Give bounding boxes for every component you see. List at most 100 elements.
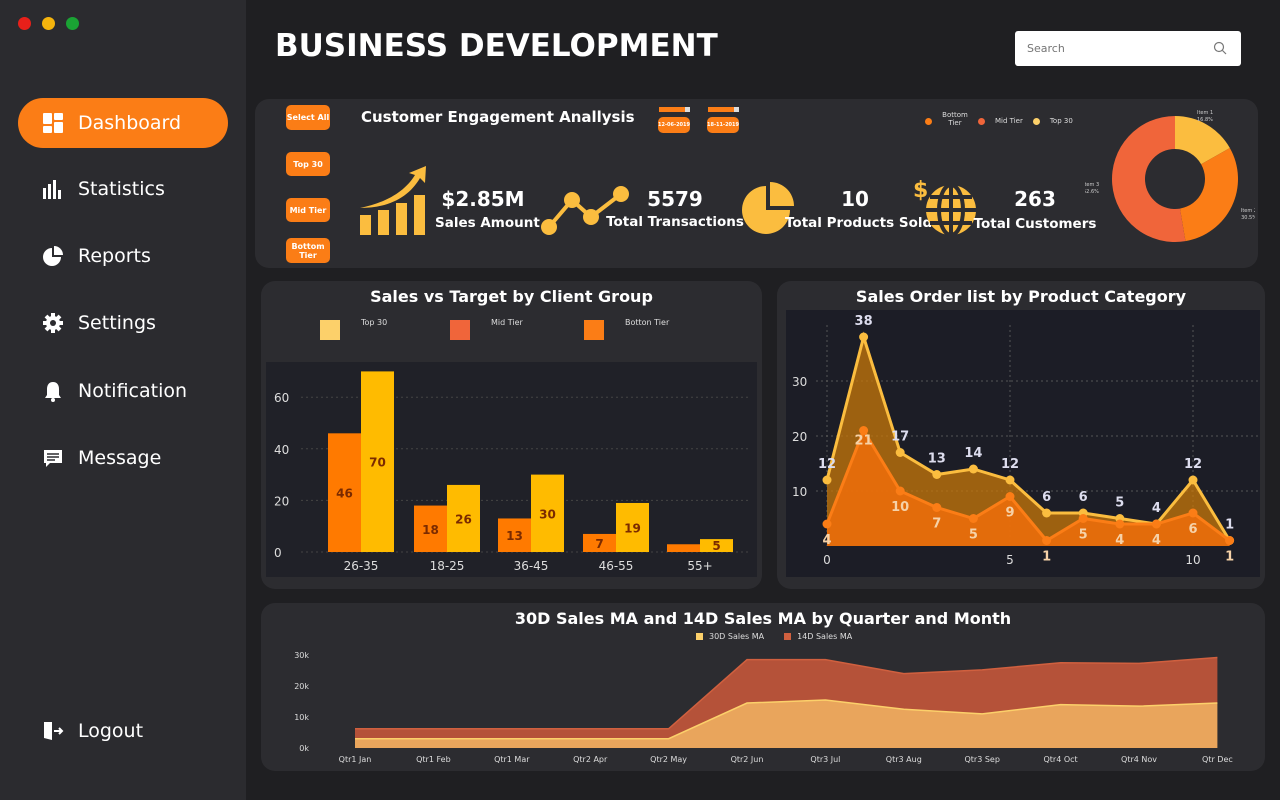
- end-date-slider[interactable]: [708, 107, 739, 112]
- bar-value-label: 18: [422, 523, 439, 537]
- data-label: 4: [1115, 533, 1124, 548]
- sidebar-item-dashboard[interactable]: Dashboard: [18, 98, 228, 148]
- x-tick-label: 18-25: [430, 559, 465, 573]
- slice-percent: 30.5%: [1241, 215, 1255, 221]
- data-point: [1188, 508, 1198, 518]
- bar-value-label: 7: [595, 537, 603, 551]
- svg-text:$: $: [913, 178, 928, 203]
- data-label: 14: [964, 446, 982, 461]
- slice-label: Item 2: [1241, 208, 1255, 214]
- sales-order-panel: Sales Order list by Product Category 10 2…: [777, 281, 1265, 589]
- bar: [583, 533, 616, 552]
- x-tick-label: Qtr3 Aug: [886, 755, 922, 764]
- legend-label: Mid Tier: [995, 117, 1023, 125]
- filter-top-30[interactable]: Top 30: [286, 152, 330, 176]
- x-tick-label: 46-55: [599, 559, 634, 573]
- sales-ma-panel: 30D Sales MA and 14D Sales MA by Quarter…: [261, 603, 1265, 771]
- data-point: [1188, 475, 1198, 485]
- legend-label: Botton Tier: [625, 318, 670, 327]
- x-tick-label: 26-35: [344, 559, 379, 573]
- logout-button[interactable]: Logout: [18, 706, 228, 756]
- sidebar-item-message[interactable]: Message: [18, 433, 228, 483]
- legend-swatch: [320, 320, 340, 340]
- data-point: [859, 426, 869, 435]
- gear-icon: [43, 313, 63, 333]
- filter-select-all[interactable]: Select All: [286, 105, 330, 130]
- data-label: 5: [1115, 496, 1124, 511]
- y-tick-label: 60: [274, 391, 289, 405]
- data-label: 5: [1079, 528, 1088, 543]
- sidebar-item-label: Message: [78, 447, 162, 469]
- engagement-legend: Bottom Tier Mid Tier Top 30: [925, 111, 1073, 127]
- data-label: 12: [1001, 457, 1019, 472]
- x-tick-label: Qtr1 Mar: [494, 755, 530, 764]
- sidebar-item-label: Settings: [78, 312, 156, 334]
- chart-title: Sales vs Target by Client Group: [370, 287, 653, 306]
- close-window-button[interactable]: [18, 17, 31, 30]
- data-point: [1005, 492, 1015, 501]
- kpi-value: 5579: [647, 187, 703, 211]
- series-line: [825, 427, 1231, 543]
- maximize-window-button[interactable]: [66, 17, 79, 30]
- kpi-label: Total Transactions: [606, 214, 744, 230]
- minimize-window-button[interactable]: [42, 17, 55, 30]
- line-nodes-icon: [541, 186, 629, 235]
- legend-label: Mid Tier: [491, 318, 523, 327]
- start-date-chip[interactable]: 12-06-2019: [658, 117, 690, 133]
- end-date-chip[interactable]: 18-11-2019: [707, 117, 739, 133]
- x-tick-label: Qtr3 Jul: [810, 755, 840, 764]
- page-title: BUSINESS DEVELOPMENT: [275, 28, 718, 64]
- y-tick-label: 20k: [294, 682, 309, 691]
- pie-chart-icon: [43, 246, 63, 266]
- data-point: [968, 514, 978, 523]
- data-point: [1005, 475, 1015, 485]
- bar: [414, 505, 447, 552]
- data-label: 6: [1079, 490, 1088, 505]
- x-tick-label: 10: [1185, 553, 1200, 567]
- x-tick-label: Qtr2 May: [650, 755, 687, 764]
- sidebar-item-label: Reports: [78, 245, 151, 267]
- data-label: 38: [855, 314, 873, 329]
- data-label: 6: [1188, 522, 1197, 537]
- data-point: [822, 475, 832, 485]
- data-point: [1042, 508, 1052, 518]
- filter-mid-tier[interactable]: Mid Tier: [286, 198, 330, 222]
- data-point: [932, 503, 942, 512]
- y-tick-label: 40: [274, 443, 289, 457]
- sidebar-item-reports[interactable]: Reports: [18, 231, 228, 281]
- ma-legend: 30D Sales MA 14D Sales MA: [696, 632, 852, 641]
- series-area: [827, 430, 1230, 546]
- bar: [531, 474, 564, 552]
- data-label: 6: [1042, 490, 1051, 505]
- slice-percent: 16.8%: [1197, 117, 1213, 123]
- bar: [667, 544, 700, 552]
- start-date-slider[interactable]: [659, 107, 690, 112]
- legend-label: Bottom Tier: [942, 111, 968, 127]
- sidebar-item-notification[interactable]: Notification: [18, 366, 228, 416]
- donut-slice: [1179, 148, 1238, 242]
- x-tick-label: Qtr2 Apr: [573, 755, 608, 764]
- series-line-30d: [355, 699, 1218, 740]
- globe-dollar-icon: $: [913, 178, 976, 237]
- x-tick-label: 55+: [687, 559, 712, 573]
- bar: [447, 484, 480, 552]
- engagement-panel: Select All Top 30 Mid Tier Bottom Tier C…: [255, 99, 1258, 268]
- search-icon[interactable]: [1213, 41, 1227, 55]
- y-tick-label: 30: [792, 375, 807, 389]
- bar-chart-icon: [43, 180, 61, 199]
- x-tick-label: 36-45: [514, 559, 549, 573]
- search-input[interactable]: [1015, 31, 1205, 66]
- sidebar-item-settings[interactable]: Settings: [18, 298, 228, 348]
- legend-swatch: [696, 633, 703, 640]
- bar: [328, 433, 361, 552]
- y-tick-label: 20: [792, 430, 807, 444]
- x-tick-label: Qtr1 Feb: [416, 755, 451, 764]
- slice-percent: 52.6%: [1085, 189, 1099, 195]
- logout-icon: [44, 722, 64, 740]
- bar-value-label: 26: [455, 512, 472, 526]
- search-box[interactable]: [1015, 31, 1241, 66]
- bell-icon: [45, 382, 61, 402]
- sidebar-item-statistics[interactable]: Statistics: [18, 164, 228, 214]
- filter-bottom-tier[interactable]: Bottom Tier: [286, 238, 330, 263]
- chart-title: Sales Order list by Product Category: [855, 287, 1187, 306]
